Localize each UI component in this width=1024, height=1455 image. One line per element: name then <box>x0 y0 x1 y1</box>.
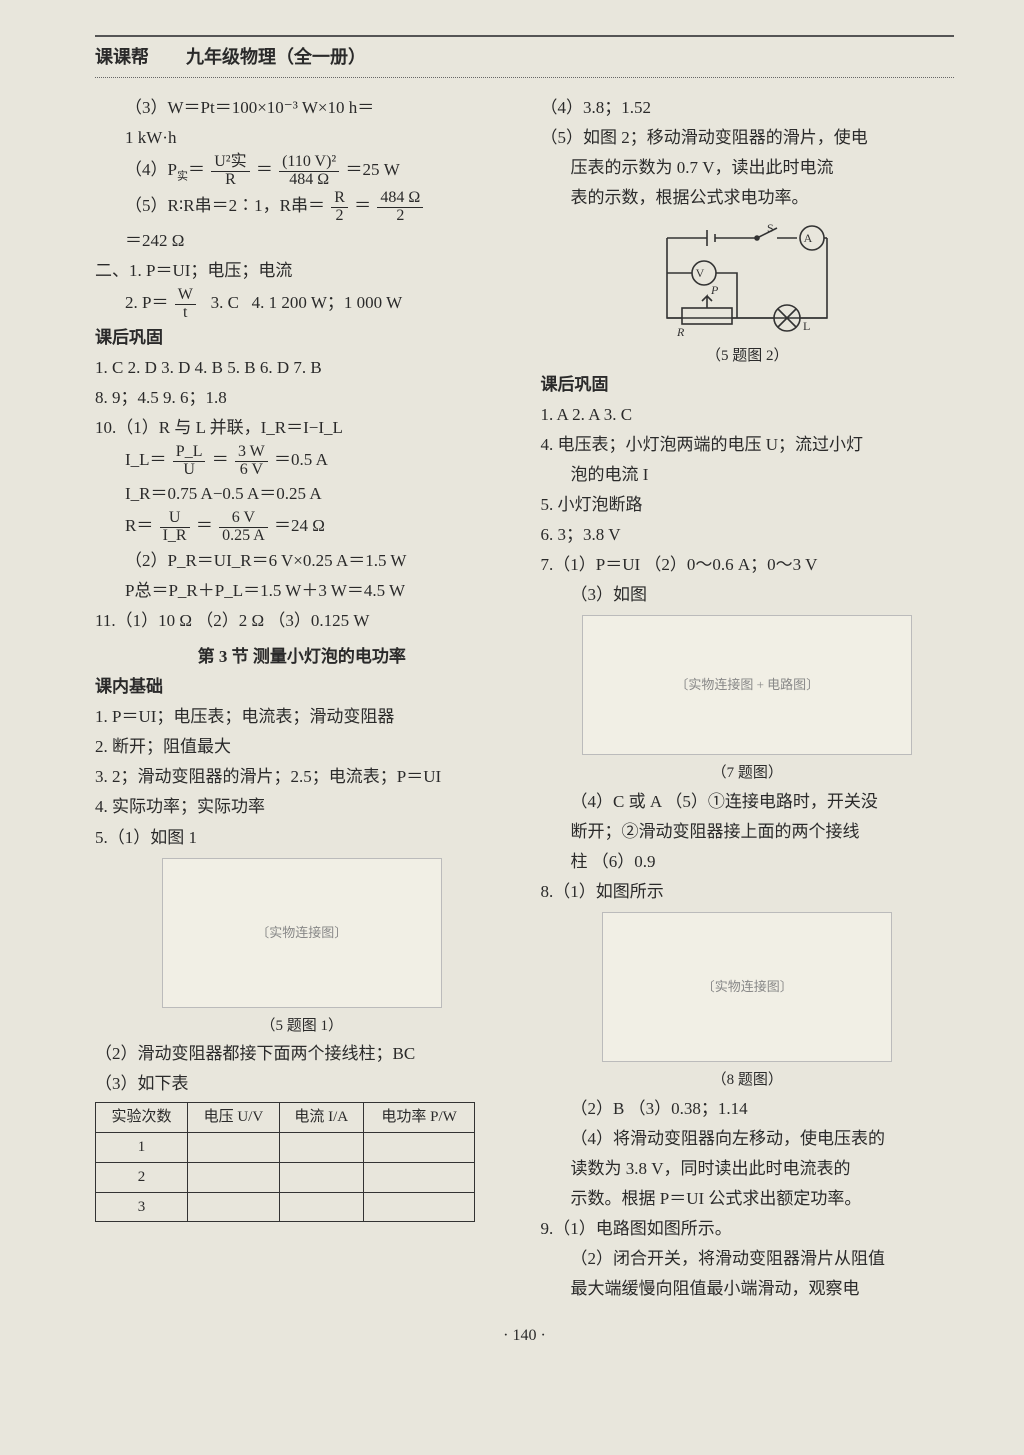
brand: 课课帮 <box>95 47 149 67</box>
r-a9-2b: 最大端缓慢向阻值最小端滑动，观察电 <box>541 1275 955 1303</box>
r-a8-4b: 读数为 3.8 V，同时读出此时电流表的 <box>541 1155 955 1183</box>
r-a7-4c: 柱 （6）0.9 <box>541 848 955 876</box>
q10-ptotal: P总＝P_R＋P_L＝1.5 W＋3 W＝4.5 W <box>95 577 509 605</box>
kenei-title: 课内基础 <box>95 673 509 701</box>
r-a9-2a: （2）闭合开关，将滑动变阻器滑片从阻值 <box>541 1245 955 1273</box>
fig5-1-caption: （5 题图 1） <box>95 1014 509 1039</box>
th-i: 电流 I/A <box>279 1103 363 1133</box>
table-row: 1 <box>96 1133 475 1163</box>
figure-7-placeholder: 〔实物连接图 + 电路图〕 <box>582 615 912 755</box>
svg-text:R: R <box>676 325 685 338</box>
th-u: 电压 U/V <box>188 1103 280 1133</box>
page-number: · 140 · <box>95 1323 954 1349</box>
th-num: 实验次数 <box>96 1103 188 1133</box>
fig5-2-caption: （5 题图 2） <box>541 344 955 369</box>
kn5-1: 5.（1）如图 1 <box>95 824 509 852</box>
table-row: 2 <box>96 1162 475 1192</box>
svg-text:S: S <box>767 221 774 235</box>
answers-1-7: 1. C 2. D 3. D 4. B 5. B 6. D 7. B <box>95 354 509 382</box>
r-a8-2: （2）B （3）0.38；1.14 <box>541 1095 955 1123</box>
svg-text:V: V <box>696 266 705 280</box>
r-a4a: 4. 电压表；小灯泡两端的电压 U；流过小灯 <box>541 431 955 459</box>
kehou-title-left: 课后巩固 <box>95 324 509 352</box>
r-a7-1: 7.（1）P＝UI （2）0～0.6 A；0～3 V <box>541 551 955 579</box>
sec2-1: 二、1. P＝UI；电压；电流 <box>95 257 509 285</box>
r-a7-4a: （4）C 或 A （5）①连接电路时，开关没 <box>541 788 955 816</box>
kn4: 4. 实际功率；实际功率 <box>95 793 509 821</box>
sec2-2: 2. P＝ Wt 3. C 4. 1 200 W；1 000 W <box>95 287 509 322</box>
q11: 11.（1）10 Ω （2）2 Ω （3）0.125 W <box>95 607 509 635</box>
left-column: （3）W＝Pt＝100×10⁻³ W×10 h＝ 1 kW·h （4）P实＝ U… <box>95 94 509 1305</box>
r5b: 压表的示数为 0.7 V，读出此时电流 <box>541 154 955 182</box>
circuit-diagram: S A V R P L <box>637 218 857 338</box>
eq-r-res: ＝242 Ω <box>95 227 509 255</box>
eq-w: （3）W＝Pt＝100×10⁻³ W×10 h＝ <box>95 94 509 122</box>
fig7-caption: （7 题图） <box>541 761 955 786</box>
kn2: 2. 断开；阻值最大 <box>95 733 509 761</box>
r-a6: 6. 3；3.8 V <box>541 521 955 549</box>
svg-text:L: L <box>803 319 810 333</box>
r-a7-4b: 断开；②滑动变阻器接上面的两个接线 <box>541 818 955 846</box>
r5a: （5）如图 2；移动滑动变阻器的滑片，使电 <box>541 124 955 152</box>
answers-8-9: 8. 9；4.5 9. 6；1.8 <box>95 384 509 412</box>
q10-1: 10.（1）R 与 L 并联，I_R＝I−I_L <box>95 414 509 442</box>
fig8-caption: （8 题图） <box>541 1068 955 1093</box>
section3-title: 第 3 节 测量小灯泡的电功率 <box>95 643 509 671</box>
r5c: 表的示数，根据公式求电功率。 <box>541 184 955 212</box>
eq-p-real: （4）P实＝ U²实R ＝ (110 V)²484 Ω ＝25 W <box>95 154 509 189</box>
content-columns: （3）W＝Pt＝100×10⁻³ W×10 h＝ 1 kW·h （4）P实＝ U… <box>95 94 954 1305</box>
svg-text:A: A <box>804 231 813 245</box>
r-a8-4c: 示数。根据 P＝UI 公式求出额定功率。 <box>541 1185 955 1213</box>
kn3: 3. 2；滑动变阻器的滑片；2.5；电流表；P＝UI <box>95 763 509 791</box>
table-row: 3 <box>96 1192 475 1222</box>
experiment-table: 实验次数 电压 U/V 电流 I/A 电功率 P/W 1 2 3 <box>95 1102 475 1222</box>
kn5-3: （3）如下表 <box>95 1070 509 1098</box>
r-ans123: 1. A 2. A 3. C <box>541 401 955 429</box>
kehou-title-right: 课后巩固 <box>541 371 955 399</box>
kn1: 1. P＝UI；电压表；电流表；滑动变阻器 <box>95 703 509 731</box>
eq-w-res: 1 kW·h <box>95 124 509 152</box>
svg-text:P: P <box>710 283 719 297</box>
figure-8-placeholder: 〔实物连接图〕 <box>602 912 892 1062</box>
r-a5: 5. 小灯泡断路 <box>541 491 955 519</box>
header-title: 九年级物理（全一册） <box>186 47 366 67</box>
right-column: （4）3.8；1.52 （5）如图 2；移动滑动变阻器的滑片，使电 压表的示数为… <box>541 94 955 1305</box>
r-a9-1: 9.（1）电路图如图所示。 <box>541 1215 955 1243</box>
q10-R: R＝ UI_R ＝ 6 V0.25 A ＝24 Ω <box>95 510 509 545</box>
r4: （4）3.8；1.52 <box>541 94 955 122</box>
eq-r-series: （5）R∶R串＝2∶1，R串＝ R2 ＝ 484 Ω2 <box>95 190 509 225</box>
th-p: 电功率 P/W <box>363 1103 475 1133</box>
r-a8-4a: （4）将滑动变阻器向左移动，使电压表的 <box>541 1125 955 1153</box>
r-a7-3: （3）如图 <box>541 581 955 609</box>
page-header: 课课帮 九年级物理（全一册） <box>95 35 954 78</box>
q10-IL: I_L＝ P_LU ＝ 3 W6 V ＝0.5 A <box>95 444 509 479</box>
kn5-2: （2）滑动变阻器都接下面两个接线柱；BC <box>95 1040 509 1068</box>
q10-IR: I_R＝0.75 A−0.5 A＝0.25 A <box>95 480 509 508</box>
figure-5-1-placeholder: 〔实物连接图〕 <box>162 858 442 1008</box>
r-a4b: 泡的电流 I <box>541 461 955 489</box>
r-a8-1: 8.（1）如图所示 <box>541 878 955 906</box>
q10-2: （2）P_R＝UI_R＝6 V×0.25 A＝1.5 W <box>95 547 509 575</box>
